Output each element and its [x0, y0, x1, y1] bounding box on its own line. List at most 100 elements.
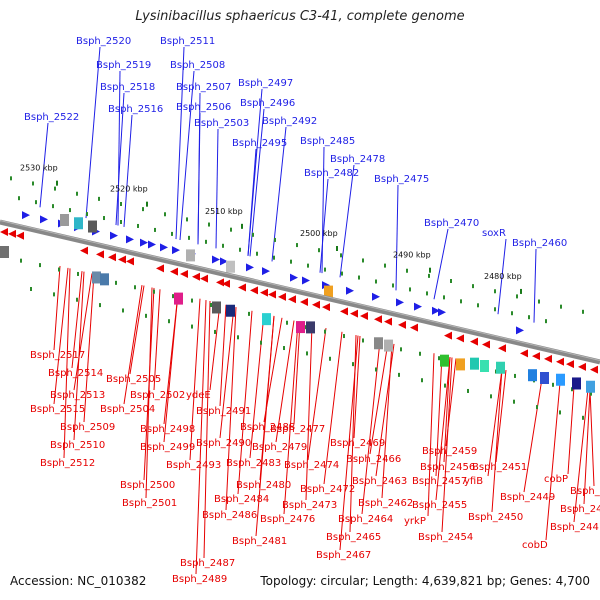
track-dot [145, 313, 147, 318]
top-leader-line [197, 112, 201, 245]
track-dot [188, 235, 190, 240]
track-dot [164, 212, 166, 217]
track-dot [122, 308, 124, 313]
bottom-leader-line [427, 353, 435, 517]
track-dot [103, 216, 105, 221]
minus-strand-gene [350, 309, 358, 318]
track-dot [230, 227, 232, 232]
annotation-block [0, 246, 9, 258]
bottom-leader-line [145, 287, 153, 499]
track-dot [409, 287, 411, 292]
minus-strand-gene [126, 257, 134, 266]
top-gene-label: Bsph_2519 [96, 60, 151, 71]
bottom-gene-label: Bsph_2454 [418, 532, 473, 543]
top-gene-label: Bsph_2492 [262, 116, 317, 127]
track-dot [306, 351, 308, 356]
top-leader-line [175, 46, 185, 240]
bottom-gene-label: Bsph_2479 [252, 442, 307, 453]
annotation-block [88, 220, 97, 233]
track-dot [296, 243, 298, 248]
top-leader-line [319, 178, 329, 273]
bottom-gene-label: yrkP [404, 516, 426, 527]
bottom-leader-line [71, 271, 83, 369]
track-dot [191, 324, 193, 329]
track-dot [30, 287, 32, 291]
bottom-leader-line [53, 265, 61, 351]
label-leader-lines [39, 46, 595, 575]
genome-summary: Topology: circular; Length: 4,639,821 bp… [260, 574, 590, 588]
top-gene-label: Bsph_2506 [176, 102, 231, 113]
bottom-gene-label: Bsph_2459 [422, 446, 477, 457]
plus-strand-gene [212, 255, 220, 264]
track-dot [443, 295, 445, 300]
kbp-label: 2530 kbp [20, 164, 58, 173]
top-leader-line [215, 128, 219, 249]
bottom-leader-line [381, 343, 393, 499]
track-dot [18, 196, 20, 201]
bottom-gene-label: Bsph_2463 [352, 476, 407, 487]
annotation-block [496, 361, 505, 374]
bottom-gene-label: cobD [522, 540, 548, 551]
bottom-leader-line [219, 304, 227, 407]
track-dot [120, 220, 122, 224]
bottom-leader-line [163, 293, 179, 443]
backbone-highlight [0, 220, 600, 361]
annotation-block [586, 380, 595, 393]
minus-strand-gene [180, 270, 188, 278]
top-leader-line [321, 146, 325, 274]
top-leader-line [39, 122, 49, 208]
top-gene-label: Bsph_2518 [100, 82, 155, 93]
track-dot [450, 279, 452, 283]
annotation-block [226, 260, 235, 273]
track-dot [39, 263, 41, 268]
bottom-leader-line [275, 320, 295, 443]
track-dot [426, 291, 428, 296]
track-dot [324, 329, 326, 334]
bottom-leader-line [189, 298, 201, 461]
bottom-leader-line [63, 268, 71, 459]
top-gene-label: soxR [482, 228, 506, 239]
track-dot [438, 356, 440, 361]
track-dot [208, 222, 210, 227]
plus-strand-gene [172, 246, 180, 255]
annotation-block [540, 372, 549, 384]
track-dot [10, 176, 12, 181]
track-dot [290, 259, 292, 264]
track-dot [516, 294, 518, 299]
bottom-gene-label: Bsph_2440 [560, 504, 600, 515]
top-leader-line [533, 248, 537, 323]
track-dot [32, 181, 34, 186]
track-dot [168, 319, 170, 324]
kbp-tick [429, 267, 431, 273]
track-dot [137, 223, 139, 228]
bottom-leader-line [583, 389, 591, 505]
track-dot [171, 231, 173, 236]
track-dot [511, 311, 513, 316]
bottom-gene-label: Bsph_2439 [570, 486, 600, 497]
annotation-block [528, 369, 537, 382]
bottom-gene-label: Bsph_2491 [196, 406, 251, 417]
map-title: Lysinibacillus sphaericus C3-41, complet… [135, 9, 465, 24]
top-gene-label: Bsph_2495 [232, 138, 287, 149]
bottom-gene-label: Bsph_2515 [30, 404, 85, 415]
annotation-block [100, 273, 109, 286]
bottom-gene-label: Bsph_2456 [420, 462, 475, 473]
top-leader-line [497, 238, 507, 315]
plus-strand-gene [246, 263, 254, 272]
track-dot [392, 283, 394, 288]
plus-strand-gene [432, 306, 440, 315]
annotation-block [374, 337, 383, 350]
annotation-block [324, 285, 333, 298]
bottom-leader-line [123, 285, 143, 405]
bottom-leader-line [293, 321, 301, 425]
track-dot [528, 315, 530, 320]
track-dot [205, 239, 207, 244]
bottom-leader-line [225, 307, 237, 511]
track-dot [283, 346, 285, 351]
gene-labels: Bsph_2520 Bsph_2511 Bsph_2519 Bsph_2508 Bsph… [24, 36, 600, 585]
bottom-leader-line [573, 389, 589, 523]
bottom-leader-line [209, 303, 221, 391]
minus-strand-gene [322, 303, 330, 312]
top-leader-line [179, 70, 195, 241]
bottom-gene-label: Bsph_2488 [240, 422, 295, 433]
